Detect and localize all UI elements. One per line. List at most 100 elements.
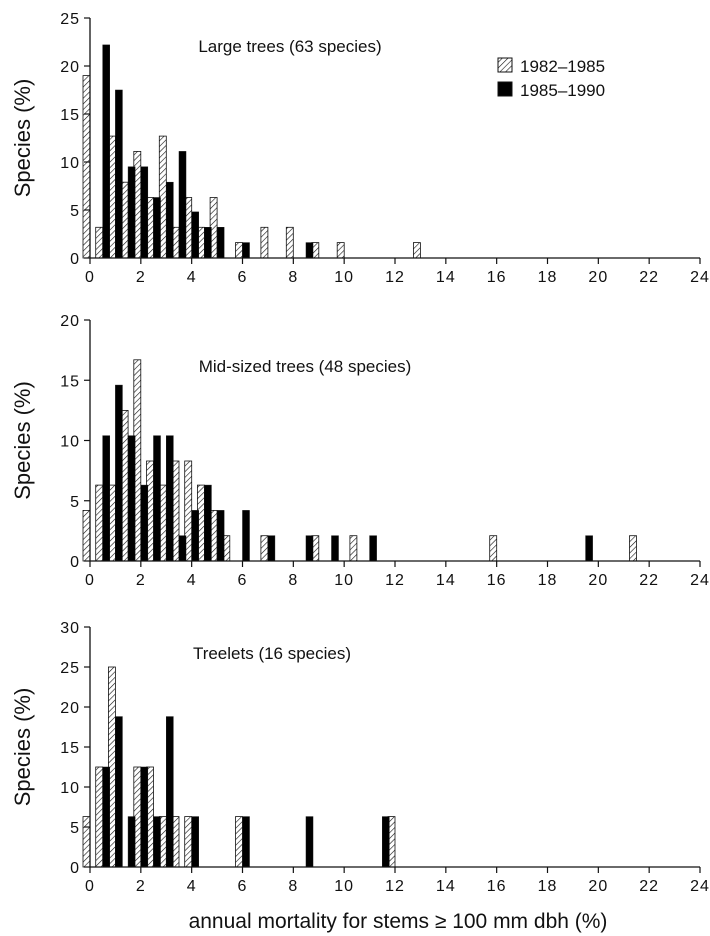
x-tick-label: 10 (334, 878, 354, 895)
x-tick-label: 18 (538, 269, 558, 286)
bar (285, 226, 294, 259)
x-tick-label: 2 (136, 572, 146, 589)
x-tick-label: 22 (639, 269, 659, 286)
bar (82, 816, 91, 868)
bar (82, 75, 91, 259)
x-tick-label: 6 (238, 878, 248, 895)
y-tick-label: 10 (60, 780, 80, 797)
panel-3: 0 2 4 6 8 10 12 14 16 18 20 22 24051015202530Treelet… (10, 620, 709, 895)
y-tick-label: 5 (70, 820, 80, 837)
bar (585, 535, 593, 562)
x-tick-label: 0 (85, 572, 95, 589)
x-tick-label: 4 (187, 269, 197, 286)
y-tick-label: 0 (70, 251, 80, 268)
y-tick-label: 30 (60, 620, 80, 637)
y-tick-label: 25 (60, 660, 80, 677)
bar (216, 510, 225, 562)
legend-label: 1985–1990 (520, 81, 605, 100)
legend: 1982–1985 1985–1990 (497, 57, 605, 100)
bar (102, 766, 110, 868)
y-axis-label: Species (%) (10, 79, 35, 198)
bar (153, 197, 161, 259)
y-tick-label: 5 (70, 494, 80, 511)
x-tick-label: 22 (639, 878, 659, 895)
bar (305, 242, 314, 259)
bar (382, 816, 390, 868)
y-tick-label: 15 (60, 373, 80, 390)
y-axis-label: Species (%) (10, 688, 35, 807)
bar (235, 816, 243, 868)
x-tick-label: 14 (436, 878, 456, 895)
bar (127, 435, 136, 562)
y-tick-label: 10 (60, 155, 80, 172)
panel-title: Large trees (63 species) (198, 37, 381, 56)
bar (242, 816, 250, 868)
bar (336, 242, 345, 259)
bar (412, 242, 421, 259)
x-tick-label: 8 (288, 269, 298, 286)
x-tick-label: 10 (334, 572, 354, 589)
bar (629, 535, 637, 562)
x-tick-label: 8 (288, 572, 298, 589)
bar (102, 435, 110, 562)
y-axis-label: Species (%) (10, 381, 35, 500)
bar (260, 226, 269, 259)
bar (349, 535, 358, 562)
bar (178, 151, 187, 259)
x-tick-label: 24 (690, 269, 710, 286)
bar (140, 484, 149, 562)
bar (178, 535, 187, 562)
x-tick-label: 4 (187, 572, 197, 589)
y-tick-label: 0 (70, 554, 80, 571)
x-tick-label: 20 (588, 572, 608, 589)
y-tick-label: 20 (60, 700, 80, 717)
x-tick-label: 8 (288, 878, 298, 895)
y-tick-label: 10 (60, 434, 80, 451)
bar (166, 435, 174, 562)
x-tick-label: 14 (436, 572, 456, 589)
bar (153, 435, 161, 562)
x-tick-label: 2 (136, 269, 146, 286)
x-tick-label: 16 (487, 572, 507, 589)
bar (166, 181, 174, 259)
x-tick-label: 10 (334, 269, 354, 286)
panel-title: Mid-sized trees (48 species) (199, 357, 412, 376)
x-tick-label: 12 (385, 572, 405, 589)
x-tick-label: 14 (436, 269, 456, 286)
y-tick-label: 25 (60, 11, 80, 28)
x-tick-label: 4 (187, 878, 197, 895)
bar (115, 89, 123, 259)
bar (235, 242, 243, 259)
bar (191, 816, 199, 868)
bar (184, 816, 193, 868)
y-tick-label: 20 (60, 59, 80, 76)
bar (82, 509, 91, 562)
bar (369, 535, 377, 562)
x-tick-label: 20 (588, 269, 608, 286)
bar (102, 44, 110, 259)
x-tick-label: 12 (385, 269, 405, 286)
x-tick-label: 0 (85, 878, 95, 895)
x-tick-label: 0 (85, 269, 95, 286)
x-tick-label: 6 (238, 572, 248, 589)
bar (191, 211, 199, 259)
y-tick-label: 15 (60, 107, 80, 124)
x-tick-label: 6 (238, 269, 248, 286)
x-axis-label: annual mortality for stems ≥ 100 mm dbh … (189, 910, 608, 933)
bar (127, 166, 136, 259)
bar (216, 227, 225, 259)
bar (191, 510, 199, 562)
bar (204, 484, 212, 562)
x-tick-label: 2 (136, 878, 146, 895)
y-tick-label: 20 (60, 313, 80, 330)
bar (242, 242, 250, 259)
bar (267, 535, 276, 562)
panel-title: Treelets (16 species) (193, 644, 351, 663)
x-tick-label: 18 (538, 878, 558, 895)
bar (166, 716, 174, 868)
bar (115, 384, 123, 562)
